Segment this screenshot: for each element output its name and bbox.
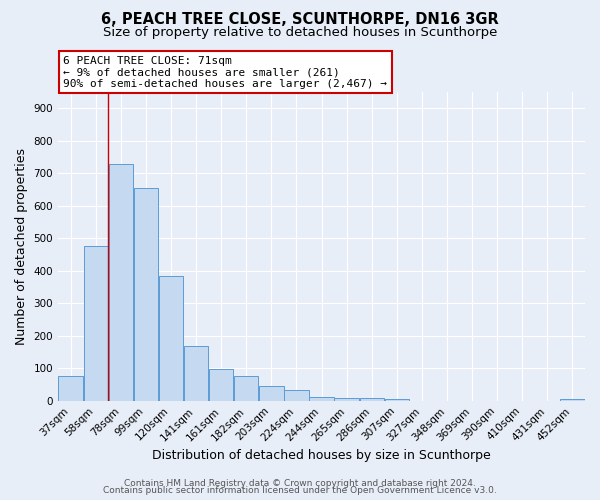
Text: Contains HM Land Registry data © Crown copyright and database right 2024.: Contains HM Land Registry data © Crown c… (124, 478, 476, 488)
Bar (83, 246, 108, 401)
Bar (259, 386, 284, 401)
Text: 6 PEACH TREE CLOSE: 71sqm
← 9% of detached houses are smaller (261)
90% of semi-: 6 PEACH TREE CLOSE: 71sqm ← 9% of detach… (64, 56, 388, 89)
Bar (209, 370, 233, 401)
Bar (334, 398, 359, 401)
Text: Size of property relative to detached houses in Scunthorpe: Size of property relative to detached ho… (103, 26, 497, 39)
Bar (159, 276, 183, 401)
Bar (284, 390, 308, 401)
X-axis label: Distribution of detached houses by size in Scunthorpe: Distribution of detached houses by size … (152, 450, 491, 462)
Bar (134, 188, 158, 401)
Bar (385, 398, 409, 401)
Text: Contains public sector information licensed under the Open Government Licence v3: Contains public sector information licen… (103, 486, 497, 495)
Bar (109, 164, 133, 401)
Y-axis label: Number of detached properties: Number of detached properties (15, 148, 28, 345)
Bar (234, 376, 259, 401)
Bar (58, 376, 83, 401)
Bar (359, 398, 384, 401)
Bar (560, 398, 584, 401)
Bar (184, 346, 208, 401)
Text: 6, PEACH TREE CLOSE, SCUNTHORPE, DN16 3GR: 6, PEACH TREE CLOSE, SCUNTHORPE, DN16 3G… (101, 12, 499, 28)
Bar (310, 396, 334, 401)
